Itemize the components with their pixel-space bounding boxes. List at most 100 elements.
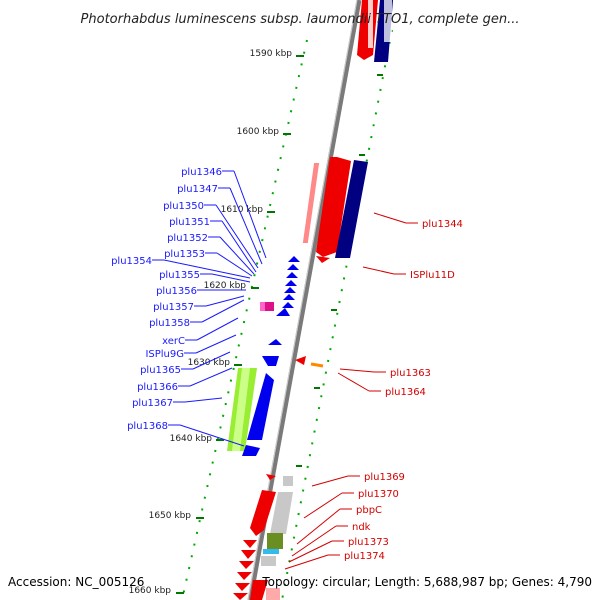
gene-label[interactable]: plu1357: [153, 302, 194, 313]
connector-line: [296, 508, 341, 545]
gene-label[interactable]: plu1367: [132, 398, 173, 409]
connector-line: [219, 236, 255, 275]
gene-feature[interactable]: [287, 264, 299, 270]
gene-feature-plu1373[interactable]: [263, 549, 279, 554]
gene-label[interactable]: plu1370: [358, 489, 399, 500]
gene-feature-plu1364[interactable]: [310, 362, 324, 368]
gene-feature[interactable]: [239, 561, 254, 569]
gene-feature-plu1344[interactable]: [316, 157, 351, 257]
gene-label[interactable]: ISPlu9G: [145, 349, 184, 360]
gene-feature-magenta[interactable]: [260, 302, 274, 311]
lower-red-arrows[interactable]: [233, 540, 280, 600]
connector-line: [311, 475, 349, 487]
connector-line: [362, 266, 395, 275]
gene-label[interactable]: ndk: [352, 522, 371, 533]
gene-feature-xerc[interactable]: [262, 356, 279, 366]
gene-feature[interactable]: [276, 308, 290, 316]
gene-label[interactable]: plu1352: [167, 233, 208, 244]
gene-label[interactable]: plu1364: [385, 387, 426, 398]
gene-feature[interactable]: [233, 593, 248, 600]
gene-feature[interactable]: [235, 583, 250, 591]
ruler-label: 1590 kbp: [250, 49, 293, 59]
gene-label[interactable]: plu1365: [140, 365, 181, 376]
gene-label[interactable]: plu1373: [348, 537, 389, 548]
gene-feature-plu1366-shade: [232, 368, 250, 451]
gene-feature-red[interactable]: [357, 0, 378, 60]
connector-line: [205, 295, 245, 307]
gene-label[interactable]: plu1368: [127, 421, 168, 432]
gene-feature[interactable]: [283, 294, 295, 300]
gene-label[interactable]: plu1351: [169, 217, 210, 228]
gene-feature[interactable]: [241, 550, 256, 559]
ruler-label: 1610 kbp: [221, 205, 264, 215]
connector-line: [179, 424, 245, 447]
gene-feature-plu1369[interactable]: [266, 474, 276, 480]
gene-label[interactable]: pbpC: [356, 505, 382, 516]
small-forward-genes[interactable]: [268, 256, 300, 345]
gene-feature[interactable]: [288, 256, 300, 262]
gene-feature-plu1367[interactable]: [247, 373, 274, 440]
gene-feature-gray[interactable]: [283, 476, 293, 486]
gene-label[interactable]: ISPlu11D: [410, 270, 455, 281]
connector-line: [373, 212, 407, 224]
gene-feature-plu1374[interactable]: [261, 556, 276, 566]
connector-line: [216, 252, 253, 277]
left-label-connectors: [152, 170, 267, 447]
connector-line: [189, 367, 233, 387]
gene-label[interactable]: plu1346: [181, 167, 222, 178]
gene-feature-small-red[interactable]: [316, 256, 330, 263]
gene-feature-ndk[interactable]: [267, 533, 283, 549]
gene-feature[interactable]: [237, 572, 252, 580]
gene-feature[interactable]: [266, 588, 280, 600]
gene-label[interactable]: plu1366: [137, 382, 178, 393]
left-gene-labels: plu1346 plu1347 plu1350 plu1351 plu1352 …: [111, 167, 222, 432]
connector-line: [337, 372, 370, 392]
connector-line: [211, 273, 251, 283]
gene-feature-ispplu11d[interactable]: [335, 160, 368, 258]
gene-label[interactable]: plu1355: [159, 270, 200, 281]
connector-line: [163, 259, 251, 279]
gene-feature-pbpc[interactable]: [270, 492, 293, 534]
gene-label[interactable]: plu1374: [344, 551, 385, 562]
gene-feature[interactable]: [243, 540, 257, 548]
gene-feature[interactable]: [282, 302, 294, 308]
connector-line: [195, 334, 237, 354]
gene-feature[interactable]: [268, 339, 282, 345]
gene-feature-plu1370[interactable]: [250, 490, 276, 536]
connector-line: [215, 204, 259, 269]
gene-label[interactable]: plu1358: [149, 318, 190, 329]
gene-label[interactable]: plu1344: [422, 219, 463, 230]
ruler-label: 1650 kbp: [149, 511, 192, 521]
map-title: Photorhabdus luminescens subsp. laumondi…: [81, 12, 520, 27]
gene-label[interactable]: plu1347: [177, 184, 218, 195]
ruler-label: 1640 kbp: [170, 434, 213, 444]
gene-feature-plu1368[interactable]: [242, 445, 260, 456]
gene-feature[interactable]: [250, 580, 268, 600]
gene-label[interactable]: plu1369: [364, 472, 405, 483]
connector-line: [339, 368, 375, 373]
gene-feature[interactable]: [286, 272, 298, 278]
gene-label[interactable]: plu1363: [390, 368, 431, 379]
accession-text: Accession: NC_005126: [8, 575, 144, 589]
right-gene-labels: plu1344 ISPlu11D plu1363 plu1364 plu1369…: [344, 219, 463, 562]
gene-feature-shade: [302, 163, 320, 243]
gene-label[interactable]: xerC: [162, 336, 185, 347]
ruler-label: 1600 kbp: [237, 127, 280, 137]
gene-feature[interactable]: [284, 287, 296, 293]
genome-summary-text: Topology: circular; Length: 5,688,987 bp…: [261, 575, 592, 589]
connector-line: [291, 525, 337, 557]
connector-line: [196, 317, 239, 341]
gene-feature[interactable]: [285, 280, 297, 286]
gene-label[interactable]: plu1350: [163, 201, 204, 212]
connector-line: [201, 299, 245, 323]
gene-feature-highlight: [368, 0, 373, 48]
gene-label[interactable]: plu1353: [164, 249, 205, 260]
gene-feature-label-patch: [384, 0, 392, 42]
gene-label[interactable]: plu1356: [156, 286, 197, 297]
gene-feature-magenta-shade: [260, 302, 265, 311]
gene-feature-plu1363[interactable]: [295, 356, 306, 365]
connector-line: [192, 351, 231, 370]
gene-label[interactable]: plu1354: [111, 256, 152, 267]
